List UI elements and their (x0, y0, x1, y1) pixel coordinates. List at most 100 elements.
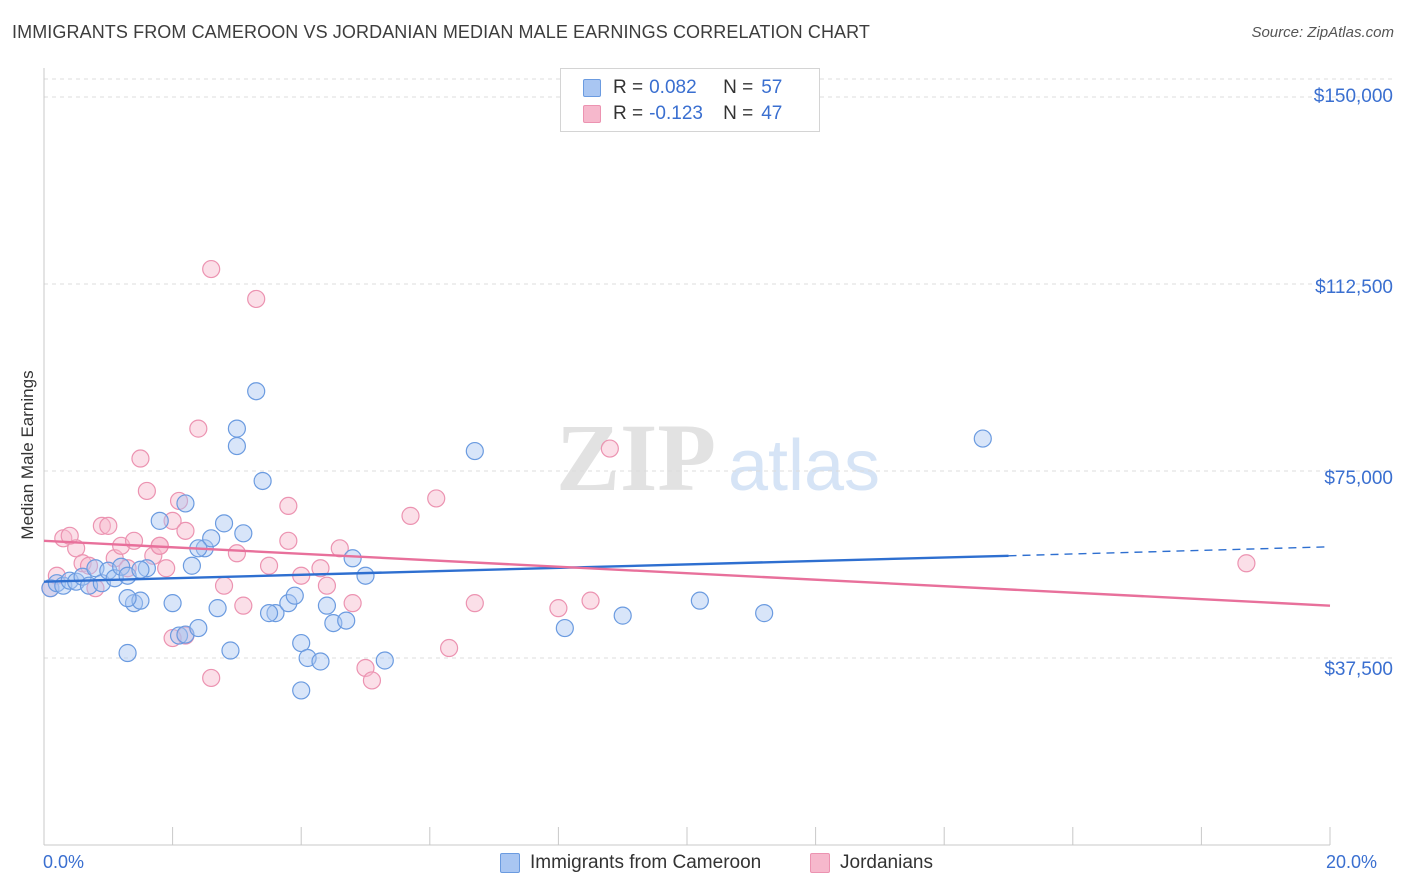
legend-n-label: N = (723, 77, 754, 98)
point-cameroon (176, 494, 195, 513)
legend-swatch-pink (583, 105, 601, 123)
point-jordanians (279, 496, 298, 516)
trend-line-cameroon (43, 554, 1009, 583)
point-jordanians (311, 559, 330, 578)
point-cameroon (690, 591, 709, 610)
y-tick-label-112500: $112,500 (1315, 277, 1393, 298)
point-jordanians (234, 596, 253, 615)
point-cameroon (337, 611, 356, 630)
legend-item-jordanians: Jordanians (810, 852, 933, 874)
series-cameroon (41, 382, 992, 700)
point-jordanians (67, 539, 86, 558)
stats-legend: R = 0.082 N = 57 R = -0.123 N = 47 (560, 68, 820, 132)
point-cameroon (613, 606, 632, 625)
point-cameroon (973, 429, 992, 448)
y-tick-label-150000: $150,000 (1313, 86, 1393, 107)
point-cameroon (356, 566, 375, 585)
legend-r-label: R = (613, 103, 644, 124)
legend-r-value: -0.123 (649, 103, 703, 124)
chart-title: IMMIGRANTS FROM CAMEROON VS JORDANIAN ME… (12, 22, 871, 42)
point-cameroon (317, 596, 337, 615)
point-jordanians (202, 259, 221, 279)
point-cameroon (182, 556, 201, 575)
point-cameroon (227, 436, 246, 456)
point-jordanians (189, 419, 208, 438)
point-cameroon (253, 471, 272, 491)
series-jordanians (41, 259, 1256, 690)
point-jordanians (247, 289, 266, 309)
point-jordanians (581, 591, 600, 610)
point-cameroon (214, 514, 234, 533)
point-cameroon (169, 626, 189, 645)
point-cameroon (375, 651, 394, 670)
point-cameroon (465, 441, 484, 461)
point-jordanians (214, 576, 234, 595)
trend-line-jordanians (43, 539, 1331, 607)
legend-n-value: 47 (761, 103, 783, 124)
point-cameroon (189, 618, 208, 638)
legend-row-jordanians: R = -0.123 N = 47 (583, 103, 782, 125)
point-jordanians (600, 439, 619, 458)
legend-swatch-pink (810, 853, 830, 873)
point-jordanians (317, 576, 337, 595)
point-jordanians (131, 449, 150, 468)
point-jordanians (99, 516, 118, 535)
point-cameroon (266, 604, 285, 623)
legend-n-value: 57 (761, 77, 783, 98)
point-cameroon (118, 589, 137, 608)
watermark-atlas: atlas (728, 426, 880, 506)
legend-r-value: 0.082 (649, 77, 697, 98)
y-tick-label-37500: $37,500 (1324, 659, 1393, 680)
legend-item-cameroon: Immigrants from Cameroon (500, 852, 761, 874)
point-cameroon (118, 643, 137, 663)
point-jordanians (137, 481, 156, 501)
point-cameroon (227, 419, 246, 438)
point-cameroon (247, 382, 266, 401)
source-label: Source: ZipAtlas.com (1251, 24, 1394, 41)
point-cameroon (292, 681, 311, 700)
point-cameroon (221, 641, 240, 660)
point-jordanians (227, 544, 246, 563)
point-cameroon (292, 633, 311, 653)
point-jordanians (427, 489, 446, 508)
point-cameroon (163, 594, 182, 613)
point-cameroon (150, 511, 169, 530)
axes (43, 68, 1331, 846)
point-jordanians (343, 594, 362, 613)
legend-n-label: N = (723, 103, 754, 124)
legend-label-cameroon: Immigrants from Cameroon (530, 852, 762, 873)
watermark-zip: ZIP (556, 404, 716, 511)
grid (44, 78, 1394, 659)
point-jordanians (401, 506, 420, 525)
point-cameroon (343, 549, 362, 568)
point-cameroon (755, 604, 774, 623)
point-jordanians (362, 671, 382, 690)
y-axis-label: Median Male Earnings (18, 370, 37, 540)
point-jordanians (279, 531, 298, 550)
point-jordanians (202, 668, 221, 688)
legend-label-jordanians: Jordanians (840, 852, 933, 873)
point-jordanians (259, 556, 279, 575)
point-jordanians (163, 511, 182, 530)
point-cameroon (311, 652, 330, 671)
legend-row-cameroon: R = 0.082 N = 57 (583, 77, 782, 99)
legend-swatch-blue (500, 853, 520, 873)
point-jordanians (1237, 554, 1256, 573)
point-cameroon (131, 560, 150, 579)
point-cameroon (202, 529, 221, 548)
trend-lines (43, 539, 1331, 607)
point-jordanians (157, 559, 176, 578)
point-cameroon (208, 599, 227, 618)
point-cameroon (555, 618, 574, 638)
point-jordanians (92, 516, 111, 535)
point-cameroon (137, 559, 156, 578)
legend-r-label: R = (613, 77, 644, 98)
watermark: ZIP atlas (556, 404, 880, 511)
point-cameroon (234, 524, 253, 543)
point-cameroon (112, 557, 131, 576)
point-jordanians (439, 638, 459, 658)
legend-swatch-blue (583, 79, 601, 97)
x-tick-label-min: 0.0% (43, 852, 85, 872)
x-tick-label-max: 20.0% (1326, 852, 1378, 872)
